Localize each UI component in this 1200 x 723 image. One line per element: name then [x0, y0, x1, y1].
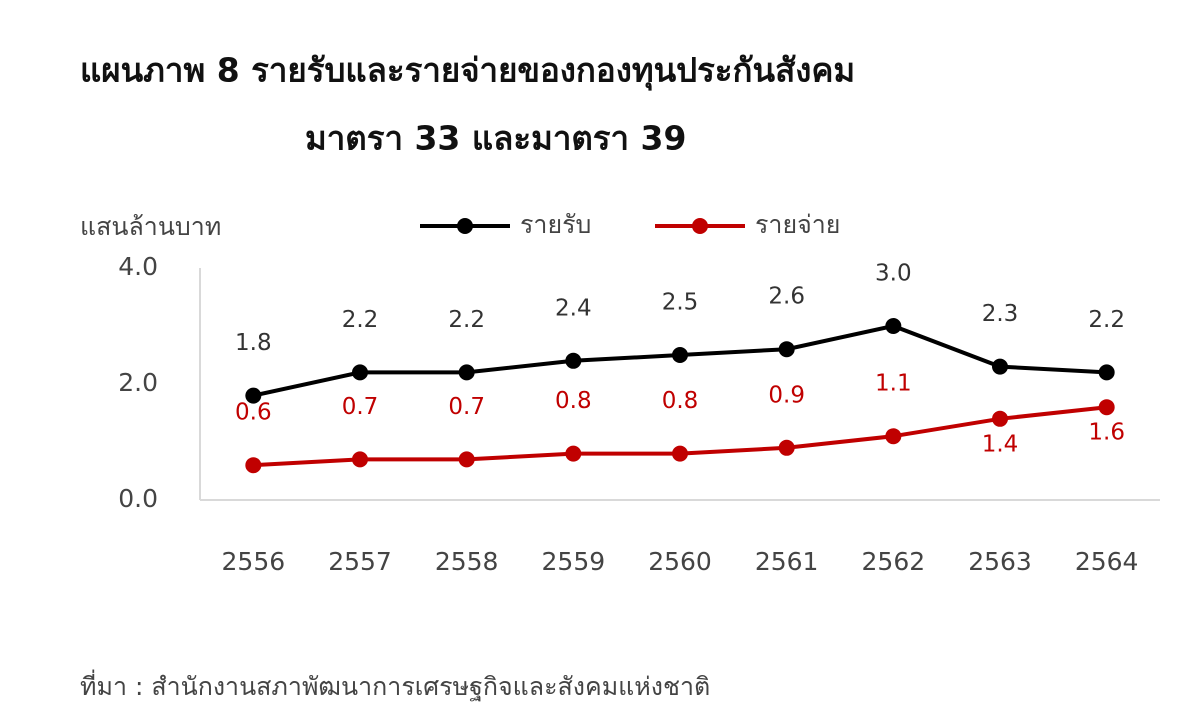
data-point	[245, 387, 262, 404]
x-tick-label: 2562	[862, 547, 926, 576]
data-label: 1.4	[982, 431, 1019, 457]
data-point	[672, 347, 688, 363]
x-tick-label: 2558	[435, 547, 499, 576]
chart-subtitle: มาตรา 33 และมาตรา 39	[305, 119, 686, 158]
y-tick-label: 4.0	[118, 252, 158, 281]
x-tick-label: 2556	[222, 547, 286, 576]
data-label: 0.6	[235, 400, 272, 426]
data-point	[992, 410, 1008, 427]
legend-label: รายจ่าย	[755, 210, 840, 239]
data-label: 2.2	[1088, 307, 1125, 333]
legend-marker	[457, 218, 473, 234]
y-tick-label: 2.0	[118, 368, 158, 397]
data-label: 2.2	[448, 307, 485, 333]
data-label: 0.8	[662, 388, 699, 414]
data-label: 0.7	[342, 394, 379, 420]
data-label: 3.0	[875, 261, 912, 287]
data-label: 0.7	[448, 394, 485, 420]
data-point	[885, 428, 902, 445]
x-tick-label: 2561	[755, 547, 819, 576]
data-point	[1098, 364, 1115, 381]
data-label: 2.2	[342, 307, 379, 333]
data-label: 2.5	[662, 290, 699, 316]
x-tick-label: 2563	[968, 547, 1032, 576]
x-tick-label: 2559	[542, 547, 606, 576]
data-point	[672, 445, 688, 462]
data-point	[565, 445, 582, 462]
legend-marker	[692, 218, 708, 234]
data-label: 1.1	[875, 371, 912, 397]
data-point	[778, 439, 795, 456]
data-point	[992, 358, 1008, 375]
data-point	[352, 451, 368, 468]
data-point	[1098, 399, 1115, 416]
data-label: 2.3	[982, 301, 1019, 327]
source-note: ที่มา : สำนักงานสภาพัฒนาการเศรษฐกิจและสั…	[80, 669, 710, 701]
data-label: 2.6	[768, 284, 805, 310]
data-point	[885, 318, 902, 334]
data-label: 1.8	[235, 330, 272, 356]
data-point	[458, 451, 475, 468]
chart-title: แผนภาพ 8 รายรับและรายจ่ายของกองทุนประกัน…	[80, 51, 855, 92]
legend-label: รายรับ	[520, 210, 591, 239]
y-axis-label: แสนล้านบาท	[80, 212, 221, 241]
x-tick-label: 2557	[328, 547, 392, 576]
x-tick-label: 2564	[1075, 547, 1139, 576]
data-point	[565, 352, 582, 369]
data-label: 0.9	[768, 382, 805, 408]
data-point	[352, 364, 368, 381]
data-label: 2.4	[555, 295, 592, 321]
data-label: 0.8	[555, 388, 592, 414]
y-tick-label: 0.0	[118, 484, 158, 513]
data-point	[245, 457, 262, 474]
data-point	[458, 364, 475, 381]
data-label: 1.6	[1088, 420, 1125, 446]
x-tick-label: 2560	[648, 547, 712, 576]
data-point	[778, 341, 795, 358]
